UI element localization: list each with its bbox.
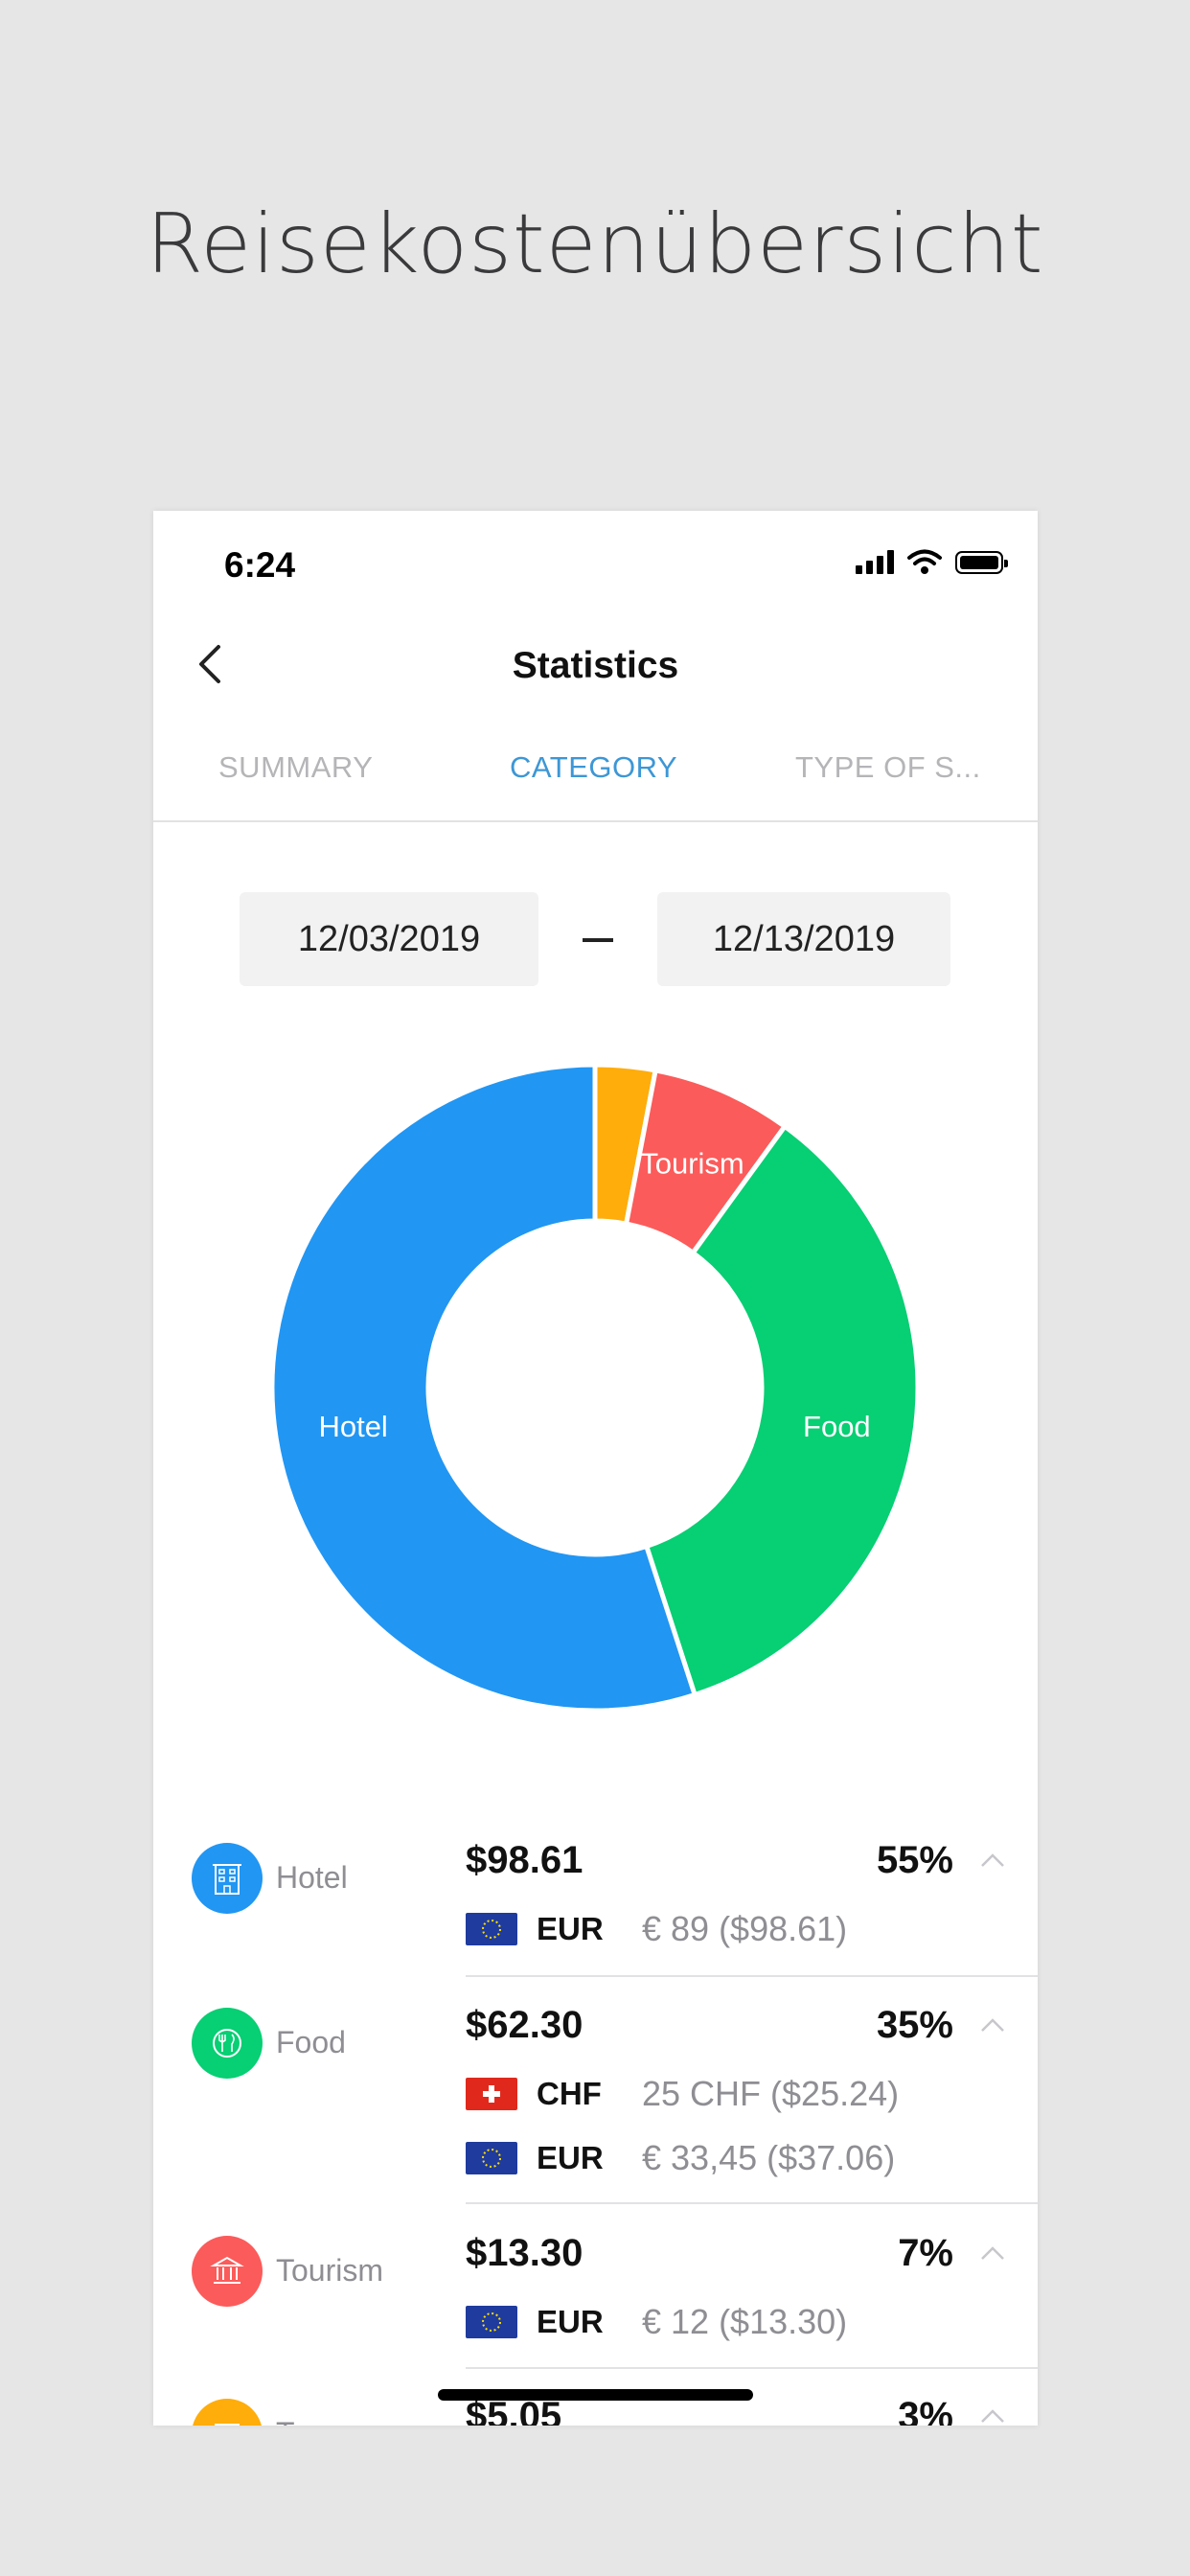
end-date-field[interactable]: 12/13/2019	[657, 892, 950, 986]
museum-icon	[192, 2236, 263, 2307]
category-percent: 55%	[876, 1839, 953, 1881]
marketing-headline: Reisekostenübersicht	[146, 196, 1044, 292]
tab-summary[interactable]: SUMMARY	[218, 750, 374, 784]
home-indicator	[438, 2389, 753, 2401]
tab-bar: SUMMARY CATEGORY TYPE OF S...	[153, 750, 1038, 808]
currency-value: € 89 ($98.61)	[642, 1909, 848, 1948]
phone-screen: 6:24 Statistics SUMMARY CATEGORY TYPE OF…	[153, 511, 1038, 2426]
swiss-flag-icon	[466, 2078, 517, 2110]
currency-line: EUR € 12 ($13.30)	[466, 2302, 848, 2341]
currency-line: EUR € 33,45 ($37.06)	[466, 2138, 896, 2177]
eu-flag-icon	[466, 2142, 517, 2174]
category-row-tourism[interactable]: Tourism $13.30 7% EUR € 12 ($13.30)	[153, 2217, 1038, 2399]
status-icons	[856, 549, 1008, 574]
category-row-food[interactable]: Food $62.30 35% CHF 25 CHF ($25.24) EUR …	[153, 1989, 1038, 2228]
tab-category[interactable]: CATEGORY	[510, 750, 678, 784]
currency-line: EUR € 89 ($98.61)	[466, 1909, 848, 1948]
category-percent: 3%	[898, 2395, 953, 2426]
wifi-icon	[907, 549, 942, 574]
category-percent: 7%	[898, 2232, 953, 2274]
chevron-up-icon[interactable]	[980, 2408, 1005, 2424]
currency-value: 25 CHF ($25.24)	[642, 2074, 900, 2113]
donut-label-hotel: Hotel	[318, 1410, 387, 1443]
chevron-up-icon[interactable]	[980, 2017, 1005, 2033]
currency-value: € 12 ($13.30)	[642, 2302, 848, 2341]
date-range-dash	[583, 938, 613, 942]
category-row-hotel[interactable]: Hotel $98.61 55% EUR € 89 ($98.61)	[153, 1824, 1038, 2006]
currency-code: EUR	[537, 1911, 604, 1946]
eu-flag-icon	[466, 1913, 517, 1945]
chevron-up-icon[interactable]	[980, 1852, 1005, 1868]
category-name: Food	[276, 2025, 346, 2059]
category-amount: $98.61	[466, 1839, 584, 1881]
start-date-field[interactable]: 12/03/2019	[240, 892, 538, 986]
category-row-partial[interactable]: T $5.05 3%	[153, 2380, 1038, 2426]
row-divider	[466, 2202, 1038, 2204]
currency-code: EUR	[537, 2140, 604, 2175]
donut-label-tourism: Tourism	[640, 1147, 744, 1181]
currency-line: CHF 25 CHF ($25.24)	[466, 2074, 900, 2113]
cellular-signal-icon	[856, 549, 894, 574]
chevron-up-icon[interactable]	[980, 2245, 1005, 2261]
ticket-icon	[192, 2399, 263, 2426]
tab-type-of-spending[interactable]: TYPE OF S...	[795, 750, 981, 784]
currency-code: CHF	[537, 2076, 602, 2111]
tab-divider	[153, 820, 1038, 822]
battery-icon	[955, 551, 1008, 574]
page-title: Statistics	[512, 645, 679, 686]
donut-label-food: Food	[803, 1410, 871, 1443]
fork-knife-icon	[192, 2008, 263, 2079]
category-percent: 35%	[876, 2004, 953, 2046]
category-name: T	[276, 2416, 295, 2426]
category-amount: $62.30	[466, 2004, 584, 2046]
donut-slice-food	[643, 1122, 921, 1698]
row-divider	[466, 2367, 1038, 2369]
currency-code: EUR	[537, 2304, 604, 2339]
category-name: Tourism	[276, 2253, 384, 2288]
donut-slice-hotel	[269, 1062, 698, 1714]
category-amount: $13.30	[466, 2232, 584, 2274]
hotel-building-icon	[192, 1843, 263, 1914]
category-name: Hotel	[276, 1860, 348, 1895]
status-time: 6:24	[224, 545, 296, 585]
eu-flag-icon	[466, 2306, 517, 2338]
category-donut-chart: Tourism Food Hotel	[269, 1062, 921, 1714]
back-chevron-icon[interactable]	[182, 635, 240, 693]
currency-value: € 33,45 ($37.06)	[642, 2138, 896, 2177]
row-divider	[466, 1975, 1038, 1977]
